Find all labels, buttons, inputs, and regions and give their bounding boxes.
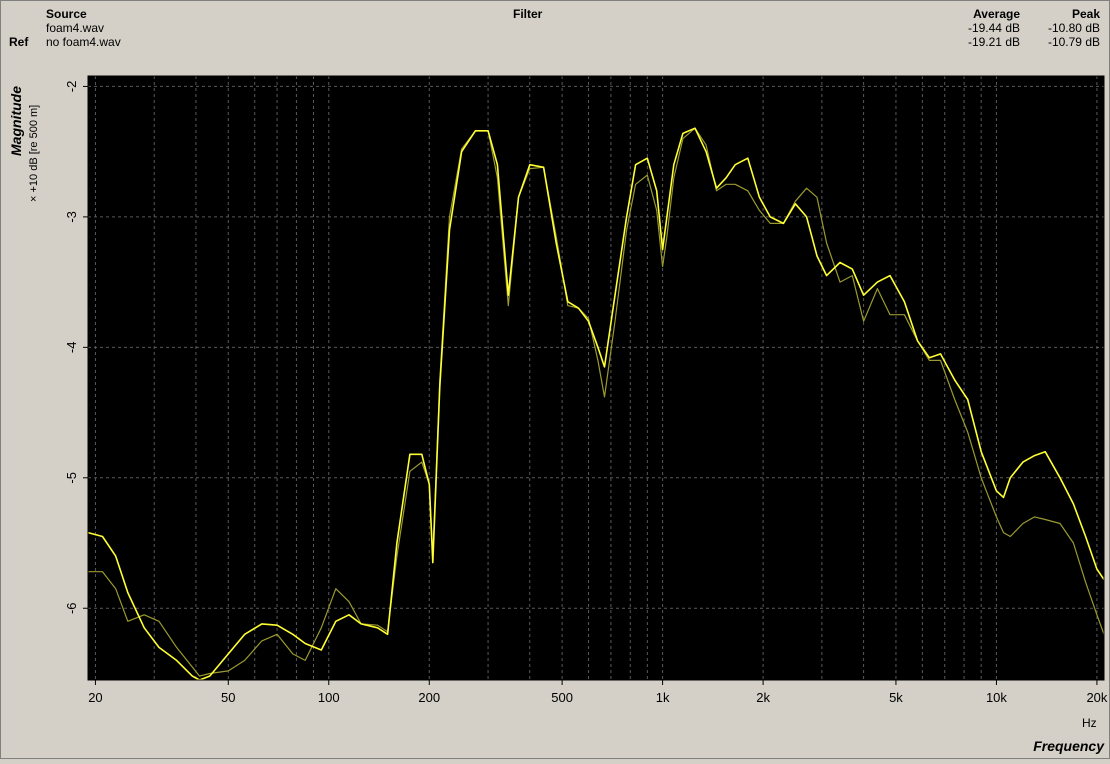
y-tick-label: -3 <box>64 211 79 223</box>
y-tick-label: -2 <box>64 81 79 93</box>
ref-peak-value: -10.79 dB <box>1047 35 1100 49</box>
x-tick-label: 500 <box>551 690 573 705</box>
series-layer <box>87 75 1105 681</box>
x-axis-unit: Hz <box>1082 716 1097 730</box>
grid <box>88 76 1104 680</box>
x-ticks: 20 50 100 200 500 1k 2k 5k 10k 20k <box>88 680 1108 705</box>
peak-column-label: Peak <box>1071 7 1100 21</box>
series-line-source <box>87 127 1105 681</box>
ref-row-label: Ref <box>9 35 29 49</box>
ref-average-value: -19.21 dB <box>967 35 1020 49</box>
series-line-ref <box>88 127 1105 677</box>
average-column-label: Average <box>973 7 1020 21</box>
plot-border <box>87 75 1105 681</box>
x-tick-label: 200 <box>418 690 440 705</box>
ref-filename: no foam4.wav <box>46 35 121 49</box>
source-average-value: -19.44 dB <box>967 21 1020 35</box>
plot-area <box>88 76 1104 680</box>
y-ticks: -2 -3 -4 -5 -6 <box>64 81 88 614</box>
x-tick-label: 2k <box>756 690 770 705</box>
y-tick-label: -5 <box>64 472 79 484</box>
x-axis-title: Frequency <box>1033 738 1104 754</box>
x-tick-label: 50 <box>221 690 235 705</box>
y-tick-label: -4 <box>64 342 79 354</box>
x-tick-label: 5k <box>889 690 903 705</box>
filter-column-label: Filter <box>513 7 543 21</box>
x-tick-label: 1k <box>656 690 670 705</box>
source-filename: foam4.wav <box>46 21 105 35</box>
x-tick-label: 20k <box>1086 690 1107 705</box>
source-column-label: Source <box>46 7 87 21</box>
source-peak-value: -10.80 dB <box>1047 21 1100 35</box>
x-tick-label: 20 <box>88 690 102 705</box>
y-tick-label: -6 <box>64 602 79 614</box>
x-tick-label: 100 <box>318 690 340 705</box>
x-tick-label: 10k <box>986 690 1007 705</box>
